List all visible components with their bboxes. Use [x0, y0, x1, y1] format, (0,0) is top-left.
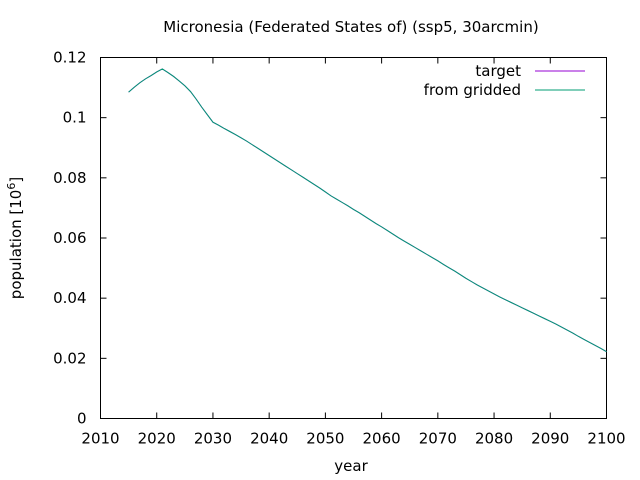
y-tick-label: 0.02 — [53, 349, 86, 367]
y-tick-label: 0.04 — [53, 289, 86, 307]
y-tick-label: 0 — [77, 410, 87, 428]
x-axis-label: year — [334, 457, 368, 475]
series-line-1 — [128, 68, 607, 353]
x-tick-label: 2080 — [475, 430, 513, 448]
series-layer — [128, 68, 607, 353]
x-tick-label: 2020 — [138, 430, 176, 448]
x-tick-label: 2050 — [306, 430, 344, 448]
plot-frame — [100, 57, 607, 419]
legend-label-1: target — [475, 62, 521, 80]
y-axis-label-close: ] — [7, 177, 25, 183]
x-axis: 2010 2020 2030 2040 2050 2060 2070 2080 2090 2100 — [81, 57, 626, 448]
series-line-2 — [128, 68, 607, 353]
x-tick-label: 2100 — [587, 430, 625, 448]
legend-label-2: from gridded — [424, 81, 521, 99]
x-tick-label: 2010 — [81, 430, 119, 448]
y-tick-label: 0.06 — [53, 229, 86, 247]
chart-title: Micronesia (Federated States of) (ssp5, … — [163, 18, 538, 36]
y-tick-label: 0.12 — [53, 49, 86, 67]
x-tick-label: 2060 — [363, 430, 401, 448]
y-axis-label-exponent: 6 — [5, 183, 18, 190]
x-tick-label: 2040 — [250, 430, 288, 448]
x-tick-label: 2070 — [419, 430, 457, 448]
y-axis-label: population [106] — [5, 177, 25, 299]
y-tick-label: 0.08 — [53, 169, 86, 187]
x-tick-label: 2030 — [194, 430, 232, 448]
y-axis-label-main: population [10 — [7, 190, 25, 300]
y-tick-label: 0.1 — [63, 109, 87, 127]
y-axis: 0 0.02 0.04 0.06 0.08 0.1 0.12 — [53, 49, 607, 428]
x-tick-label: 2090 — [531, 430, 569, 448]
